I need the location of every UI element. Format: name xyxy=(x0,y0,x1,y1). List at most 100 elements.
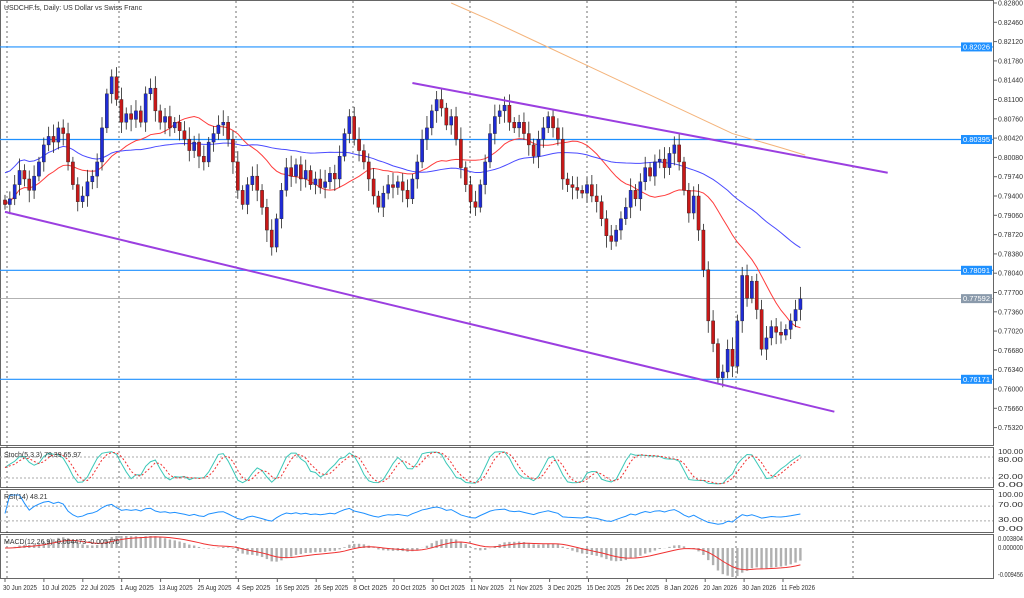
rsi-tick-label: 30.00 xyxy=(998,517,1023,524)
x-tick-label: 25 Aug 2025 xyxy=(198,585,232,592)
macd-histogram-bar xyxy=(314,548,316,552)
bull-candle xyxy=(765,338,768,349)
bull-candle xyxy=(125,114,128,123)
bear-candle xyxy=(469,185,472,202)
macd-histogram-bar xyxy=(338,548,340,549)
y-tick-label: 0.78720 xyxy=(998,232,1023,239)
bear-candle xyxy=(28,179,31,190)
bear-candle xyxy=(707,270,710,321)
bear-candle xyxy=(168,117,171,128)
bull-candle xyxy=(416,162,419,179)
macd-histogram-bar xyxy=(736,548,738,576)
bull-candle xyxy=(314,179,317,185)
bull-candle xyxy=(149,88,152,94)
y-tick-label: 0.80420 xyxy=(998,136,1023,143)
bear-candle xyxy=(333,173,336,179)
bear-candle xyxy=(227,122,230,139)
x-tick-label: 26 Sep 2025 xyxy=(314,585,348,592)
macd-histogram-bar xyxy=(649,548,651,552)
bear-candle xyxy=(188,139,191,150)
x-tick-label: 13 Aug 2025 xyxy=(159,585,193,592)
macd-histogram-bar xyxy=(348,545,350,548)
bull-candle xyxy=(668,153,671,167)
bear-candle xyxy=(362,151,365,162)
bull-candle xyxy=(692,196,695,213)
macd-histogram-bar xyxy=(678,545,680,548)
bear-candle xyxy=(712,321,715,344)
y-tick-label: 0.76680 xyxy=(998,348,1023,355)
y-tick-label: 0.77020 xyxy=(998,329,1023,336)
macd-histogram-bar xyxy=(319,548,321,552)
bull-candle xyxy=(619,219,622,230)
bear-candle xyxy=(663,159,666,168)
bull-candle xyxy=(304,170,307,179)
bull-candle xyxy=(173,122,176,128)
stoch-tick-label: 0.00 xyxy=(998,482,1023,489)
bear-candle xyxy=(183,131,186,140)
bear-candle xyxy=(775,327,778,333)
bear-candle xyxy=(527,134,530,145)
macd-histogram-bar xyxy=(484,548,486,550)
y-tick-label: 0.77360 xyxy=(998,309,1023,316)
bear-candle xyxy=(377,196,380,207)
macd-histogram-bar xyxy=(683,546,685,548)
bull-candle xyxy=(338,156,341,179)
bull-candle xyxy=(784,329,787,335)
bear-candle xyxy=(600,202,603,219)
macd-histogram-bar xyxy=(746,548,748,571)
macd-histogram-bar xyxy=(610,548,612,561)
bull-candle xyxy=(396,182,399,188)
macd-histogram-bar xyxy=(169,540,171,548)
bear-candle xyxy=(391,185,394,188)
bull-candle xyxy=(86,182,89,196)
macd-histogram-bar xyxy=(120,536,122,548)
bear-candle xyxy=(760,310,763,350)
level-price-label: 0.78091 xyxy=(963,268,990,275)
bull-candle xyxy=(644,168,647,182)
bear-candle xyxy=(62,128,65,134)
bear-candle xyxy=(256,176,259,190)
rsi-tick-label: 0.00 xyxy=(998,526,1023,533)
bear-candle xyxy=(115,77,118,100)
x-tick-label: 15 Dec 2025 xyxy=(587,585,621,592)
rsi-label: RSI(14) 48.21 xyxy=(4,494,48,501)
macd-histogram-bar xyxy=(222,547,224,548)
macd-histogram-bar xyxy=(673,545,675,548)
current-price-label: 0.77592 xyxy=(963,296,990,303)
bull-candle xyxy=(537,139,540,156)
bull-candle xyxy=(629,190,632,207)
bear-candle xyxy=(532,145,535,156)
rsi-tick-label: 100.00 xyxy=(998,492,1023,499)
bear-candle xyxy=(678,145,681,162)
bull-candle xyxy=(794,310,797,321)
macd-histogram-bar xyxy=(552,544,554,548)
bear-candle xyxy=(178,122,181,131)
y-tick-label: 0.76000 xyxy=(998,387,1023,394)
bear-candle xyxy=(265,207,268,230)
macd-histogram-bar xyxy=(455,540,457,548)
macd-histogram-bar xyxy=(537,545,539,548)
y-tick-label: 0.78380 xyxy=(998,251,1023,258)
bull-candle xyxy=(163,117,166,123)
bull-candle xyxy=(13,185,16,199)
macd-histogram-bar xyxy=(726,548,728,576)
macd-histogram-bar xyxy=(751,548,753,568)
x-tick-label: 3 Dec 2025 xyxy=(548,585,582,592)
macd-histogram-bar xyxy=(712,548,714,565)
bear-candle xyxy=(513,122,516,128)
x-tick-label: 16 Sep 2025 xyxy=(275,585,309,592)
bull-candle xyxy=(624,207,627,218)
macd-histogram-bar xyxy=(285,548,287,558)
macd-histogram-bar xyxy=(620,548,622,561)
bear-candle xyxy=(522,122,525,133)
bear-candle xyxy=(687,190,690,213)
macd-histogram-bar xyxy=(557,544,559,548)
bear-candle xyxy=(319,179,322,188)
macd-histogram-bar xyxy=(586,548,588,554)
macd-histogram-bar xyxy=(785,548,787,566)
bear-candle xyxy=(52,136,55,142)
macd-histogram-bar xyxy=(174,540,176,548)
bear-candle xyxy=(236,162,239,190)
bear-candle xyxy=(561,139,564,179)
